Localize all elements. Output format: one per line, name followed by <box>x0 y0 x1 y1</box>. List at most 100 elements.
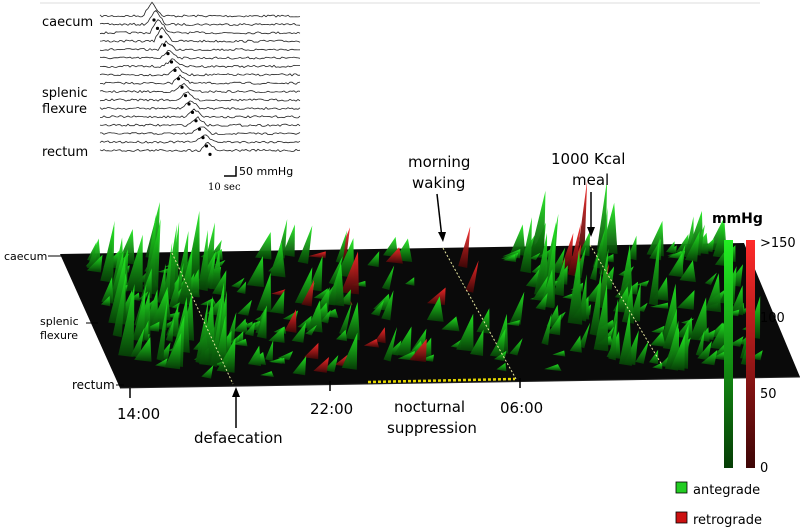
antegrade-peak <box>547 314 561 336</box>
legend-label-antegrade: antegrade <box>693 483 760 498</box>
antegrade-peak <box>476 308 490 334</box>
antegrade-peak <box>345 302 360 341</box>
trace-line <box>99 108 301 119</box>
nocturnal-suppression-bracket <box>367 377 516 384</box>
antegrade-peak <box>164 332 182 370</box>
antegrade-peak <box>320 309 331 324</box>
antegrade-peak <box>201 365 214 379</box>
antegrade-peak <box>265 340 274 362</box>
antegrade-peak <box>367 251 380 268</box>
antegrade-peak <box>256 306 267 325</box>
antegrade-peak <box>562 292 575 300</box>
trace-line <box>99 141 301 152</box>
antegrade-peak <box>529 252 541 261</box>
antegrade-peak <box>132 292 146 342</box>
antegrade-peak <box>589 268 602 337</box>
antegrade-peak <box>244 322 256 337</box>
antegrade-peak <box>496 362 507 372</box>
antegrade-peak <box>168 273 180 309</box>
propagation-dot <box>176 77 181 81</box>
waking-arrow <box>436 193 443 239</box>
colorbar: mmHg >150 100 50 0 <box>712 211 796 476</box>
antegrade-peak <box>529 190 546 259</box>
antegrade-peak <box>503 254 517 263</box>
antegrade-peak <box>701 349 718 366</box>
antegrade-peak <box>155 358 168 368</box>
antegrade-peak <box>383 236 398 258</box>
meal-event-line <box>589 244 663 366</box>
antegrade-peak <box>426 296 444 322</box>
time-label-0600: 06:00 <box>500 399 543 417</box>
inset-label-caecum: caecum <box>42 15 93 30</box>
colorbar-antegrade <box>724 240 733 468</box>
legend-swatch-antegrade <box>675 481 688 494</box>
retrograde-peak <box>307 251 326 259</box>
antegrade-peak <box>679 260 696 283</box>
defaecation-event-line <box>171 252 234 385</box>
retrograde-peak <box>301 279 315 307</box>
antegrade-peak <box>697 341 712 361</box>
antegrade-peak <box>197 230 208 292</box>
trace-line <box>100 126 301 136</box>
inset-trace-panel: caecum splenic flexure rectum 50 mmHg 10… <box>42 1 301 193</box>
propagation-dot <box>208 152 212 156</box>
meal-arrow-head <box>587 227 595 237</box>
antegrade-peak <box>712 220 728 259</box>
antegrade-peak <box>510 224 526 256</box>
pressure-peaks <box>85 179 763 379</box>
antegrade-peak <box>381 265 395 290</box>
antegrade-peak <box>277 351 293 361</box>
antegrade-peak <box>231 277 245 289</box>
colorbar-tick-0: 0 <box>760 461 768 476</box>
antegrade-peak <box>177 248 193 306</box>
retrograde-peak <box>465 260 479 293</box>
antegrade-peak <box>370 300 384 316</box>
antegrade-peak <box>165 318 174 342</box>
antegrade-peak <box>652 362 663 370</box>
annotation-suppression: suppression <box>387 419 477 437</box>
trace-line <box>99 26 301 43</box>
antegrade-peak <box>666 241 675 254</box>
antegrade-peak <box>675 234 689 255</box>
antegrade-peak <box>335 230 348 264</box>
colorbar-title: mmHg <box>712 211 763 227</box>
pressure-traces <box>99 1 301 152</box>
scale-bar-time: 10 sec <box>208 182 241 193</box>
antegrade-peak <box>405 277 415 286</box>
retrograde-peak <box>313 357 329 373</box>
scale-bar-pressure: 50 mmHg <box>239 165 293 178</box>
propagation-dot <box>159 35 163 39</box>
axis-label-splenic: splenic <box>40 315 79 328</box>
annotation-nocturnal: nocturnal <box>394 398 465 416</box>
antegrade-peak <box>248 345 261 367</box>
antegrade-peak <box>236 281 247 294</box>
antegrade-peak <box>237 299 252 316</box>
propagation-dot <box>197 127 202 131</box>
propagation-dots <box>152 18 212 156</box>
antegrade-peak <box>336 329 348 342</box>
waking-arrow-head <box>438 232 446 242</box>
colorbar-tick-150: >150 <box>760 236 796 251</box>
propagation-dot <box>187 102 191 106</box>
antegrade-peak <box>256 273 272 313</box>
trace-line <box>99 58 301 68</box>
annotation-meal: meal <box>572 171 609 189</box>
trace-line <box>99 134 301 144</box>
antegrade-peak <box>618 244 633 303</box>
colorbar-tick-100: 100 <box>760 311 785 326</box>
antegrade-peak <box>210 297 223 368</box>
propagation-dot <box>204 144 209 148</box>
propagation-dot <box>180 85 184 89</box>
antegrade-peak <box>260 371 274 378</box>
antegrade-peak <box>246 256 264 288</box>
antegrade-peak <box>578 322 591 349</box>
antegrade-peak <box>297 225 313 264</box>
propagation-dot <box>152 18 156 22</box>
antegrade-peak <box>534 232 548 297</box>
antegrade-peak <box>648 236 660 306</box>
antegrade-peak <box>509 338 523 356</box>
annotation-morning: morning <box>408 153 470 171</box>
antegrade-peak <box>156 297 168 362</box>
antegrade-peak <box>118 284 135 358</box>
